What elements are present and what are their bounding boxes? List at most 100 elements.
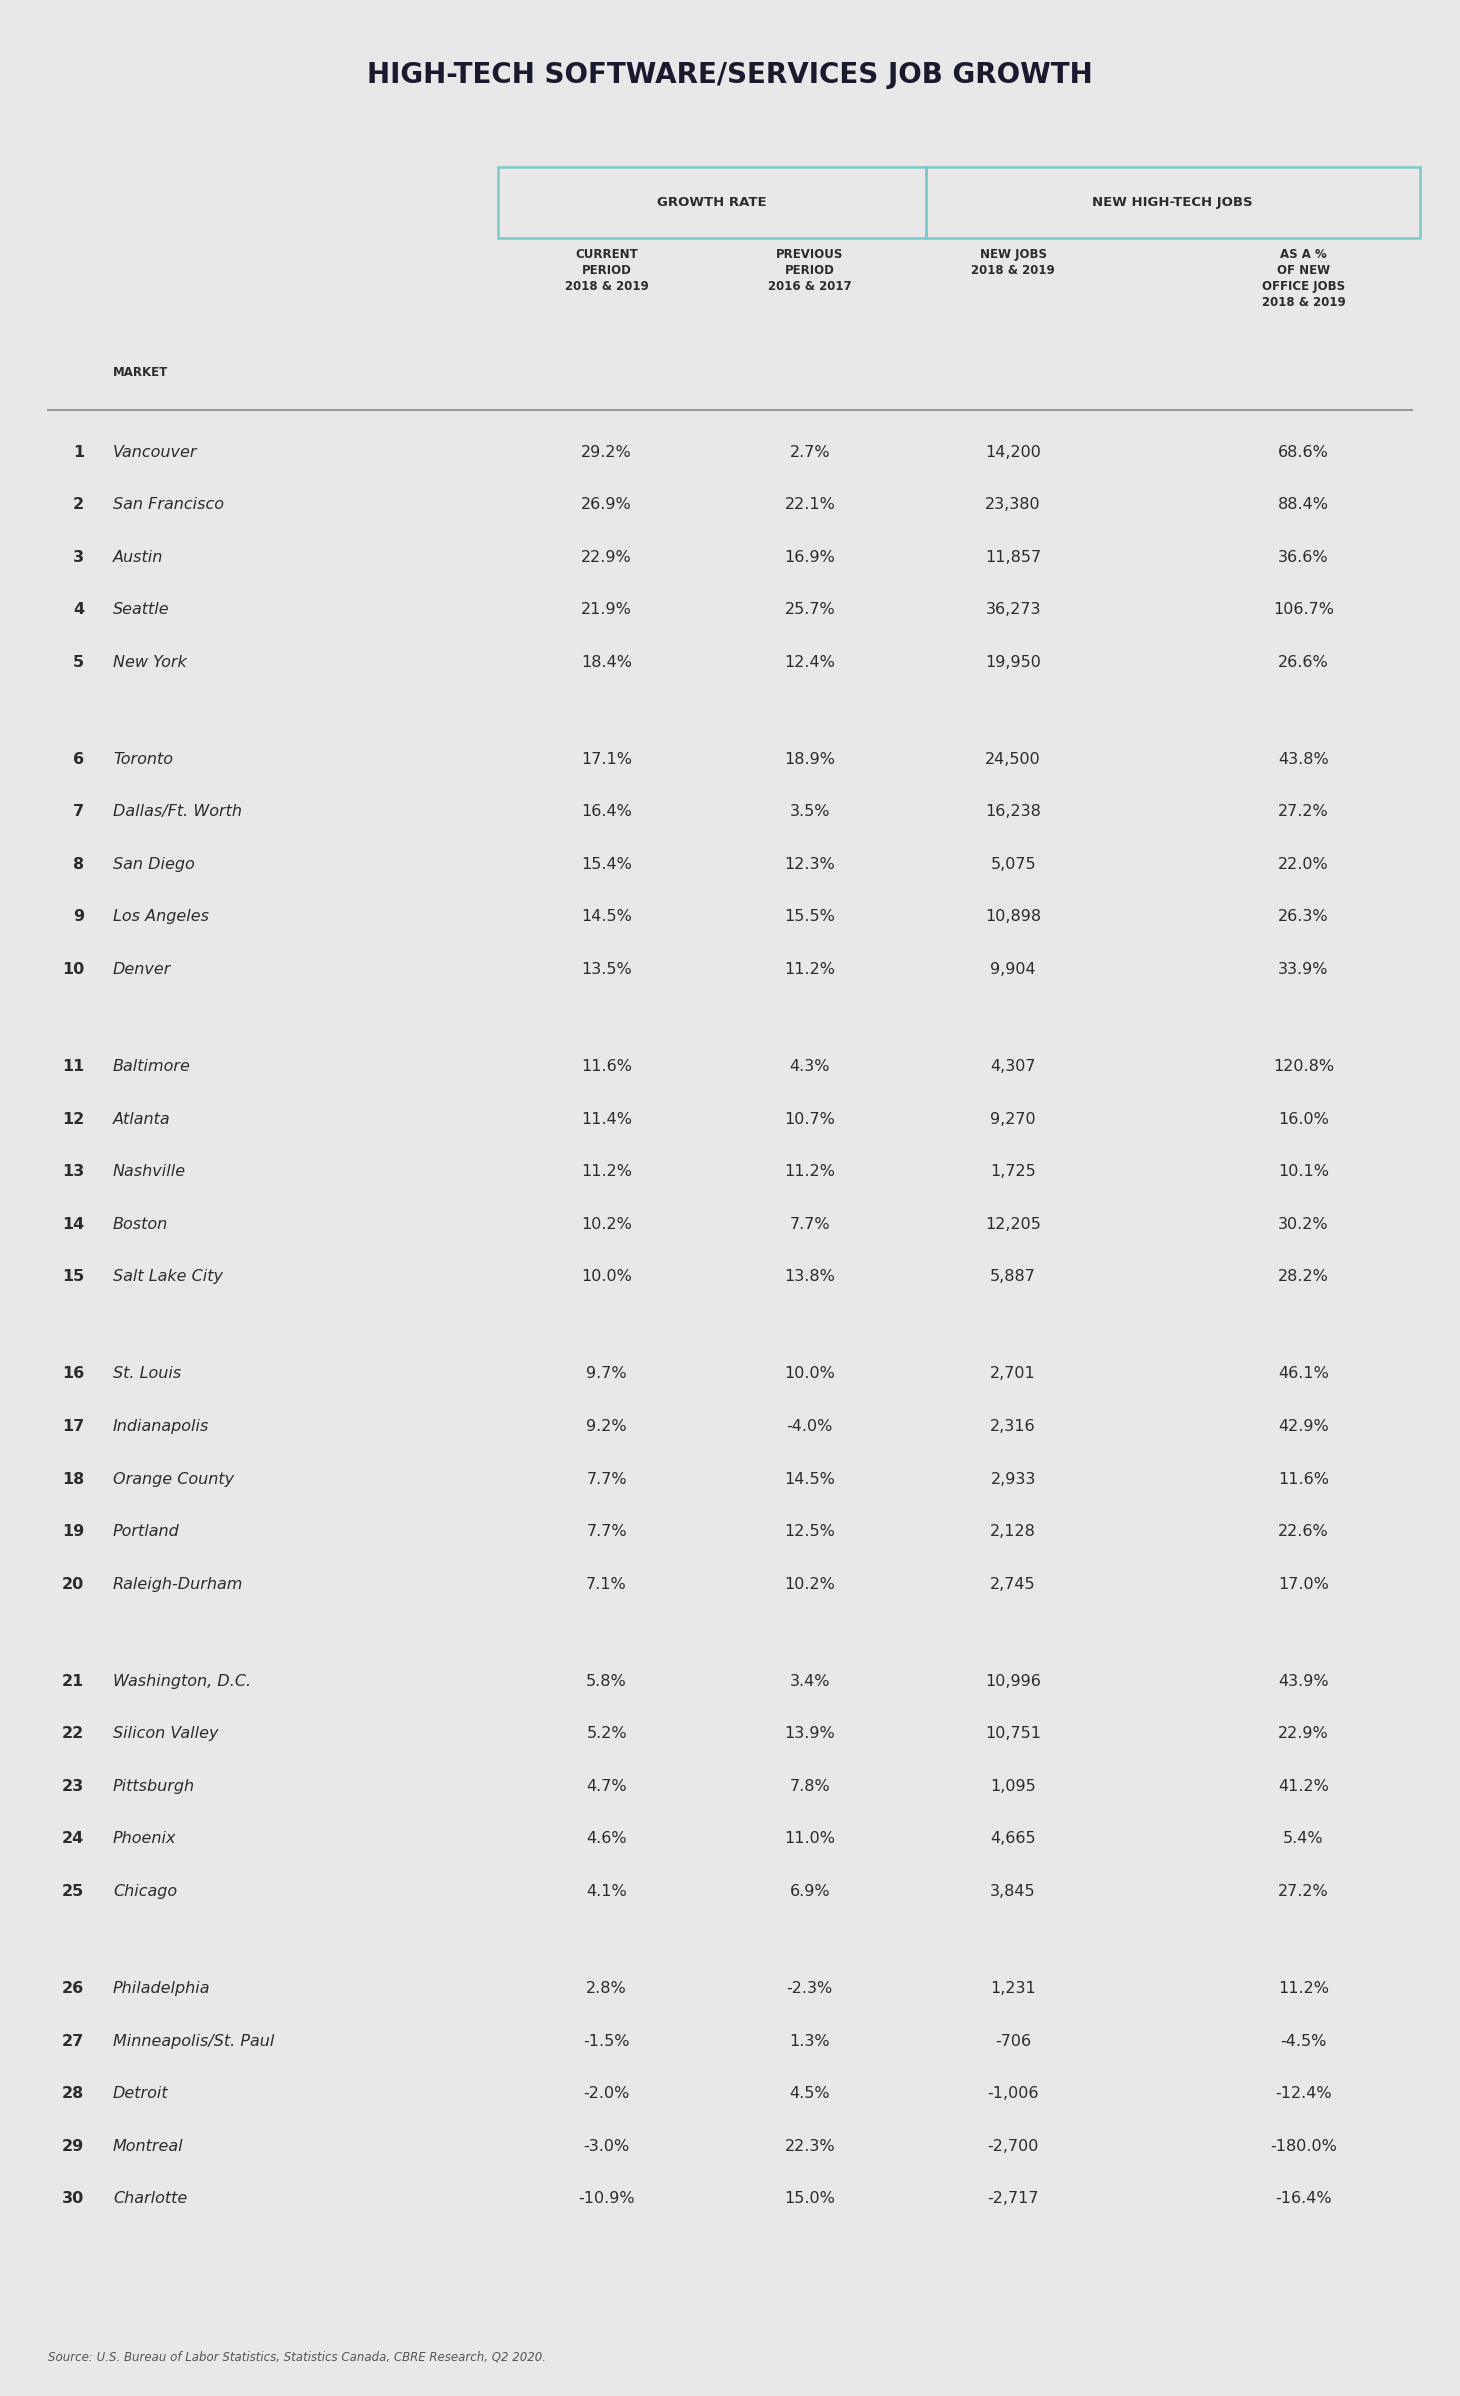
Text: 10,751: 10,751 (986, 1725, 1041, 1742)
Text: 12,205: 12,205 (986, 1217, 1041, 1232)
Text: 28: 28 (61, 2087, 85, 2101)
Text: 9.2%: 9.2% (587, 1418, 626, 1433)
Text: 6.9%: 6.9% (790, 1883, 831, 1900)
Text: -2.3%: -2.3% (787, 1981, 834, 1996)
Text: 14.5%: 14.5% (784, 1471, 835, 1486)
Text: Detroit: Detroit (112, 2087, 169, 2101)
Text: 36,273: 36,273 (986, 601, 1041, 618)
Text: PREVIOUS
PERIOD
2016 & 2017: PREVIOUS PERIOD 2016 & 2017 (768, 247, 851, 292)
Text: -706: -706 (996, 2034, 1031, 2049)
Text: 3.5%: 3.5% (790, 805, 831, 819)
Text: Salt Lake City: Salt Lake City (112, 1270, 223, 1284)
Text: 12.3%: 12.3% (784, 858, 835, 872)
Text: 5,887: 5,887 (990, 1270, 1037, 1284)
Text: 2,745: 2,745 (990, 1577, 1037, 1591)
Text: Los Angeles: Los Angeles (112, 910, 209, 925)
Text: 24: 24 (61, 1831, 85, 1847)
Text: 20: 20 (61, 1577, 85, 1591)
Text: 42.9%: 42.9% (1278, 1418, 1329, 1433)
Text: 8: 8 (73, 858, 85, 872)
Text: 22: 22 (61, 1725, 85, 1742)
Text: 12.5%: 12.5% (784, 1524, 835, 1538)
Text: 3: 3 (73, 549, 85, 565)
Text: 2: 2 (73, 496, 85, 513)
Text: Raleigh-Durham: Raleigh-Durham (112, 1577, 244, 1591)
Text: 10.0%: 10.0% (581, 1270, 632, 1284)
Text: 11.2%: 11.2% (1278, 1981, 1329, 1996)
Text: 9,270: 9,270 (990, 1112, 1037, 1126)
Text: Orange County: Orange County (112, 1471, 234, 1486)
Text: 19: 19 (61, 1524, 85, 1538)
Text: 4,665: 4,665 (990, 1831, 1037, 1847)
Text: 2.8%: 2.8% (587, 1981, 626, 1996)
Text: 25.7%: 25.7% (784, 601, 835, 618)
Text: 10.2%: 10.2% (581, 1217, 632, 1232)
Text: Minneapolis/St. Paul: Minneapolis/St. Paul (112, 2034, 274, 2049)
Text: 5.2%: 5.2% (587, 1725, 626, 1742)
Text: -2,717: -2,717 (987, 2192, 1040, 2207)
Text: 26.3%: 26.3% (1278, 910, 1329, 925)
Text: Pittsburgh: Pittsburgh (112, 1778, 196, 1795)
Text: 28.2%: 28.2% (1278, 1270, 1329, 1284)
Text: 25: 25 (61, 1883, 85, 1900)
Text: 1.3%: 1.3% (790, 2034, 831, 2049)
Text: 16: 16 (61, 1366, 85, 1382)
Text: 22.3%: 22.3% (784, 2140, 835, 2154)
Text: 3,845: 3,845 (990, 1883, 1037, 1900)
Text: 1,095: 1,095 (990, 1778, 1037, 1795)
Text: 120.8%: 120.8% (1273, 1059, 1334, 1073)
Text: 2.7%: 2.7% (790, 446, 831, 460)
Text: 14.5%: 14.5% (581, 910, 632, 925)
Text: AS A %
OF NEW
OFFICE JOBS
2018 & 2019: AS A % OF NEW OFFICE JOBS 2018 & 2019 (1261, 247, 1345, 309)
Text: -16.4%: -16.4% (1275, 2192, 1332, 2207)
Text: 2,316: 2,316 (990, 1418, 1037, 1433)
Text: 11.2%: 11.2% (581, 1164, 632, 1179)
Text: San Diego: San Diego (112, 858, 194, 872)
Text: 27.2%: 27.2% (1278, 805, 1329, 819)
Text: 16.4%: 16.4% (581, 805, 632, 819)
Text: 43.9%: 43.9% (1278, 1675, 1329, 1689)
Text: 23,380: 23,380 (986, 496, 1041, 513)
Text: 10.0%: 10.0% (784, 1366, 835, 1382)
Text: 11.2%: 11.2% (784, 1164, 835, 1179)
Text: Phoenix: Phoenix (112, 1831, 177, 1847)
Text: 7.8%: 7.8% (790, 1778, 831, 1795)
Text: 26.6%: 26.6% (1278, 654, 1329, 671)
Text: Philadelphia: Philadelphia (112, 1981, 210, 1996)
Text: 22.9%: 22.9% (1278, 1725, 1329, 1742)
Text: 46.1%: 46.1% (1278, 1366, 1329, 1382)
Text: -4.5%: -4.5% (1280, 2034, 1327, 2049)
Text: 13.8%: 13.8% (784, 1270, 835, 1284)
Text: 30: 30 (61, 2192, 85, 2207)
Text: 17.1%: 17.1% (581, 752, 632, 767)
Text: 9.7%: 9.7% (587, 1366, 626, 1382)
Text: 10.1%: 10.1% (1278, 1164, 1329, 1179)
Text: 4.7%: 4.7% (587, 1778, 626, 1795)
Text: 15: 15 (61, 1270, 85, 1284)
Text: 27.2%: 27.2% (1278, 1883, 1329, 1900)
Text: 17.0%: 17.0% (1278, 1577, 1329, 1591)
Text: 17: 17 (61, 1418, 85, 1433)
Text: 12.4%: 12.4% (784, 654, 835, 671)
Text: -1.5%: -1.5% (584, 2034, 629, 2049)
Text: 26.9%: 26.9% (581, 496, 632, 513)
Text: HIGH-TECH SOFTWARE/SERVICES JOB GROWTH: HIGH-TECH SOFTWARE/SERVICES JOB GROWTH (366, 62, 1094, 89)
Text: Seattle: Seattle (112, 601, 169, 618)
Text: 36.6%: 36.6% (1278, 549, 1329, 565)
Text: 1,231: 1,231 (990, 1981, 1037, 1996)
Text: 1: 1 (73, 446, 85, 460)
Text: 41.2%: 41.2% (1278, 1778, 1329, 1795)
Text: 7: 7 (73, 805, 85, 819)
Text: 11.0%: 11.0% (784, 1831, 835, 1847)
Text: 13: 13 (61, 1164, 85, 1179)
Text: Montreal: Montreal (112, 2140, 184, 2154)
Text: 3.4%: 3.4% (790, 1675, 831, 1689)
Text: NEW JOBS
2018 & 2019: NEW JOBS 2018 & 2019 (971, 247, 1056, 276)
Text: 10,996: 10,996 (986, 1675, 1041, 1689)
Text: 22.1%: 22.1% (784, 496, 835, 513)
Text: 11.2%: 11.2% (784, 963, 835, 978)
Text: -180.0%: -180.0% (1270, 2140, 1337, 2154)
Text: 13.5%: 13.5% (581, 963, 632, 978)
Text: 11.6%: 11.6% (1278, 1471, 1329, 1486)
Text: 13.9%: 13.9% (784, 1725, 835, 1742)
